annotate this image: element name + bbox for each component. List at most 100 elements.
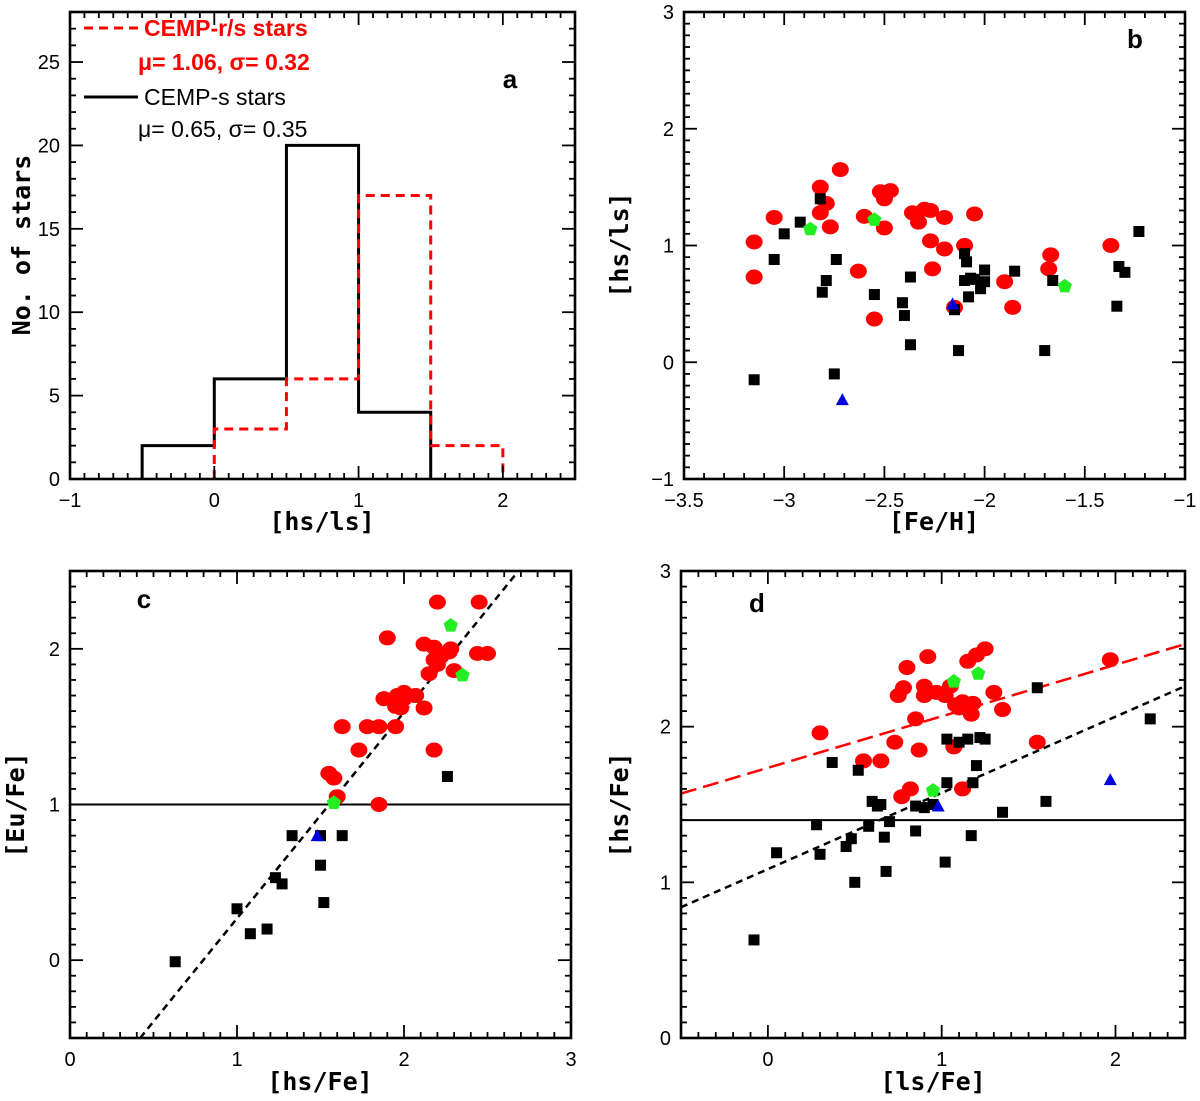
y-tick-label: 2 xyxy=(660,717,671,739)
cemp-s-point xyxy=(315,859,326,871)
cemp-s-point xyxy=(778,228,790,240)
panel-d-ylabel: [hs/Fe] xyxy=(605,752,634,857)
cemp-s-point xyxy=(845,833,857,845)
panel-d-plot-area xyxy=(681,641,1185,946)
cemp-s-point xyxy=(231,903,243,915)
cemp-rs-point xyxy=(996,274,1014,290)
x-tick-label: 2 xyxy=(497,490,508,512)
cemp-s-point xyxy=(828,368,840,380)
cemp-rs-fit-line xyxy=(681,642,1185,795)
y-tick-label: 0 xyxy=(663,352,674,374)
y-tick-label: 0 xyxy=(660,1028,671,1050)
cemp-s-point xyxy=(1047,275,1059,287)
cemp-rs-point xyxy=(392,700,410,716)
cemp-s-point xyxy=(975,283,987,295)
cemp-rs-histogram xyxy=(212,193,505,479)
cemp-s-point xyxy=(318,897,330,909)
y-tick-label: 3 xyxy=(663,2,674,24)
green-pentagon-point xyxy=(455,667,470,682)
cemp-rs-point xyxy=(831,162,849,178)
green-pentagon-point xyxy=(946,674,961,688)
cemp-rs-point xyxy=(872,753,890,769)
x-tick-label: 0 xyxy=(64,1049,75,1071)
cemp-rs-point xyxy=(1102,238,1120,253)
y-tick-label: 5 xyxy=(49,386,60,408)
cemp-s-point xyxy=(826,756,838,768)
cemp-rs-point xyxy=(378,630,396,646)
cemp-rs-point xyxy=(420,666,438,682)
cemp-s-point xyxy=(269,872,281,884)
cemp-s-point xyxy=(898,310,910,322)
panel-d: 0 1 2 0 1 2 3 d [ls/Fe] [hs/Fe] xyxy=(605,561,1187,1096)
cemp-rs-point xyxy=(966,206,984,222)
cemp-s-point xyxy=(875,799,887,810)
blue-triangle-point xyxy=(310,829,324,842)
panel-b: −3.5 −3 −2.5 −2 −1.5 −1 −1 0 1 2 3 b [Fe/H] [hs/ls… xyxy=(605,2,1196,536)
cemp-s-point xyxy=(868,289,880,301)
green-pentagon-point xyxy=(925,783,941,797)
panel-c-ylabel: [Eu/Fe] xyxy=(1,752,30,857)
y-tick-label: 3 xyxy=(660,561,671,583)
cemp-rs-point xyxy=(886,734,904,750)
x-tick-label: −1.5 xyxy=(1065,490,1104,512)
panel-c-letter: c xyxy=(137,584,151,614)
cemp-s-point xyxy=(997,806,1009,818)
cemp-s-point xyxy=(953,736,965,748)
cemp-rs-point xyxy=(881,183,899,199)
cemp-s-histogram xyxy=(140,143,433,479)
cemp-rs-point xyxy=(821,219,839,235)
panel-b-letter: b xyxy=(1127,24,1143,54)
y-tick-label: 20 xyxy=(38,135,60,157)
cemp-rs-point xyxy=(415,700,433,716)
panel-a-frame xyxy=(68,10,577,481)
y-tick-label: 2 xyxy=(663,119,674,141)
cemp-s-point xyxy=(910,800,922,812)
cemp-rs-point xyxy=(1101,652,1119,668)
cemp-s-point xyxy=(286,830,298,842)
cemp-s-point xyxy=(941,777,953,789)
cemp-rs-point xyxy=(370,719,388,735)
x-tick-label: −3.5 xyxy=(664,490,703,512)
cemp-s-point xyxy=(169,956,181,968)
cemp-s-point xyxy=(768,254,780,266)
cemp-rs-point xyxy=(1042,247,1060,263)
x-tick-label: 3 xyxy=(565,1049,576,1071)
green-pentagon-point xyxy=(443,618,458,632)
cemp-s-point xyxy=(1119,266,1131,278)
cemp-s-point xyxy=(814,848,826,860)
panel-c: 0 1 2 3 0 1 2 c [hs/Fe] [Eu/Fe] xyxy=(1,569,577,1096)
y-tick-label: 1 xyxy=(663,236,674,258)
cemp-s-point xyxy=(840,841,852,853)
cemp-s-point xyxy=(852,764,864,776)
panel-d-ticks: 0 1 2 0 1 2 3 xyxy=(660,561,1186,1071)
legend-rs-label: CEMP-r/s stars xyxy=(144,15,308,41)
y-tick-label: 15 xyxy=(38,219,60,241)
cemp-rs-point xyxy=(907,711,925,727)
panel-c-xlabel: [hs/Fe] xyxy=(267,1067,372,1096)
x-tick-label: −3 xyxy=(773,490,796,512)
panel-b-ticks: −3.5 −3 −2.5 −2 −1.5 −1 −1 0 1 2 3 xyxy=(651,2,1196,512)
cemp-rs-point xyxy=(985,684,1003,700)
panel-b-xlabel: [Fe/H] xyxy=(889,507,979,536)
panel-a-letter: a xyxy=(503,64,518,94)
legend-rs-stats: μ= 1.06, σ= 0.32 xyxy=(138,49,310,75)
cemp-rs-point xyxy=(765,209,783,225)
cemp-s-point xyxy=(244,928,256,940)
green-pentagon-point xyxy=(803,221,818,236)
cemp-s-point xyxy=(748,934,760,946)
cemp-rs-point xyxy=(910,742,928,758)
fit-line xyxy=(139,573,517,1038)
cemp-s-point xyxy=(771,847,783,859)
cemp-s-point xyxy=(1133,225,1145,237)
blue-triangle-point xyxy=(835,393,849,406)
cemp-s-point xyxy=(748,374,760,386)
cemp-rs-point xyxy=(893,789,911,805)
cemp-s-point xyxy=(814,193,826,205)
x-tick-label: 0 xyxy=(209,490,220,512)
cemp-s-point xyxy=(910,825,922,837)
legend-s-stats: μ= 0.65, σ= 0.35 xyxy=(138,116,307,142)
cemp-s-point xyxy=(918,802,930,814)
cemp-s-point xyxy=(953,345,965,357)
green-pentagon-point xyxy=(867,212,882,226)
